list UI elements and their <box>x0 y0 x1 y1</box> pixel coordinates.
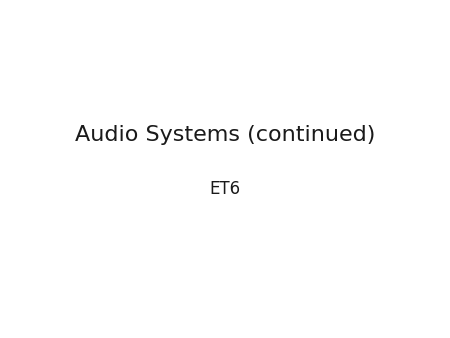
Text: ET6: ET6 <box>209 180 241 198</box>
Text: Audio Systems (continued): Audio Systems (continued) <box>75 125 375 145</box>
